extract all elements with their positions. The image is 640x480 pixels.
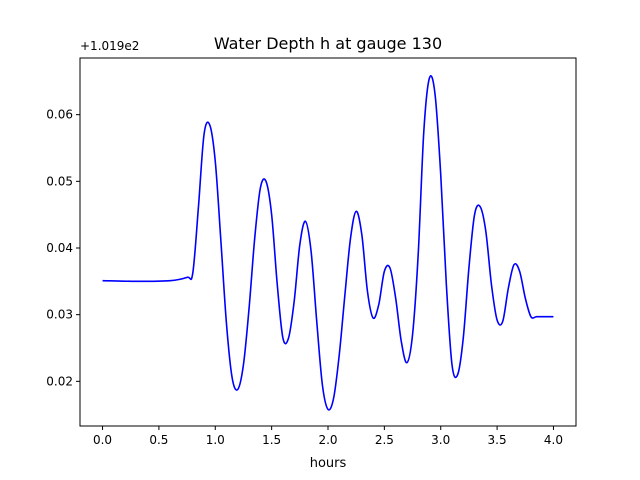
y-tick-label: 0.03	[46, 308, 73, 322]
x-tick-label: 0.5	[149, 433, 168, 447]
y-tick-label: 0.02	[46, 374, 73, 388]
x-tick-label: 1.0	[206, 433, 225, 447]
x-tick-label: 1.5	[262, 433, 281, 447]
y-tick-label: 0.04	[46, 241, 73, 255]
x-tick-label: 2.0	[318, 433, 337, 447]
chart-title: Water Depth h at gauge 130	[214, 34, 442, 53]
x-tick-label: 4.0	[544, 433, 563, 447]
x-axis-label: hours	[310, 456, 347, 471]
series-layer	[102, 74, 554, 411]
y-tick-label: 0.06	[46, 108, 73, 122]
x-tick-label: 3.0	[431, 433, 450, 447]
axes-layer: 0.0 0.5 1.0 1.5 2.0 2.5 3.0 3.5 4.0 0.02 0.03 0.04 0…	[46, 108, 563, 447]
y-tick-label: 0.05	[46, 174, 73, 188]
x-tick-label: 0.0	[93, 433, 112, 447]
x-tick-label: 3.5	[488, 433, 507, 447]
y-offset-label: +1.019e2	[80, 39, 139, 53]
x-tick-label: 2.5	[375, 433, 394, 447]
series-line	[102, 74, 554, 411]
plot-frame	[79, 57, 577, 427]
